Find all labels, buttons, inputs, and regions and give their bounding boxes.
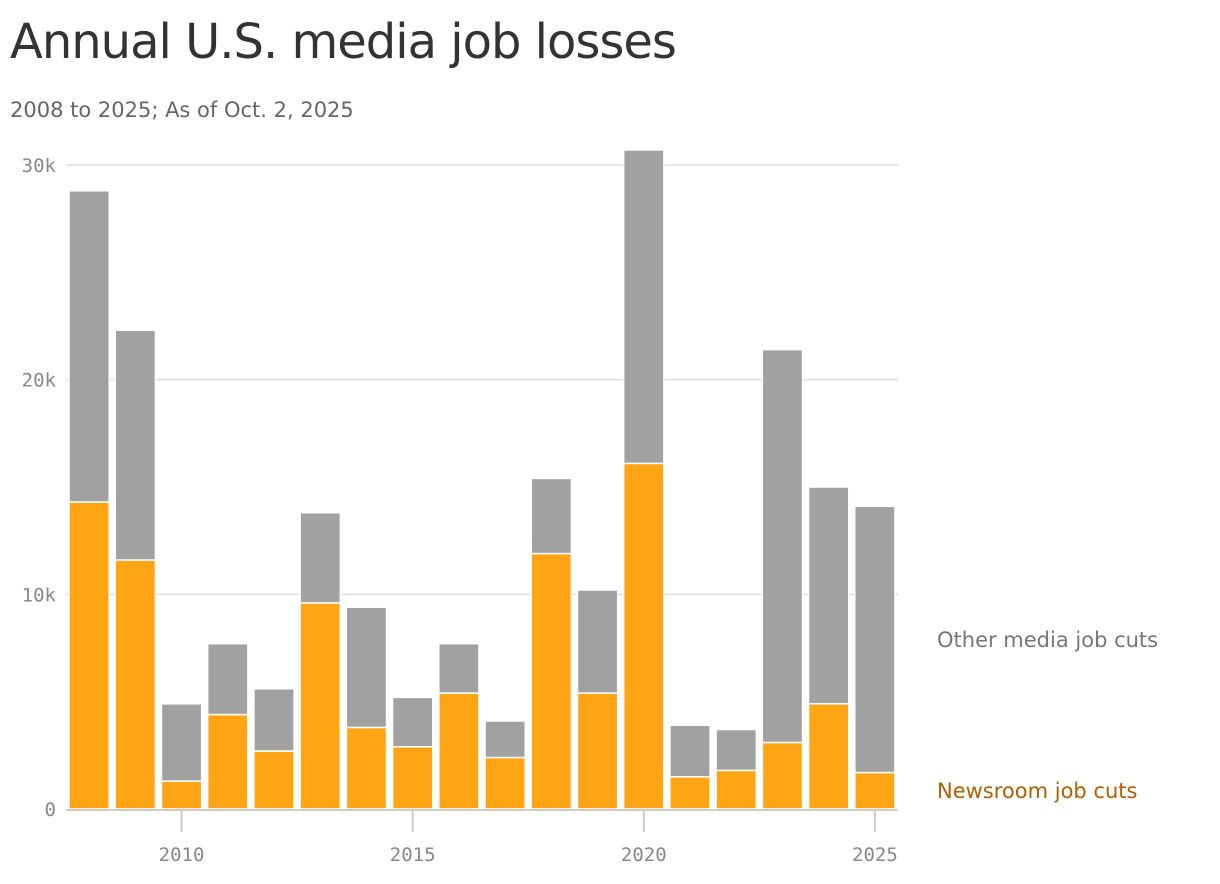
bar-segment: [114, 559, 157, 810]
bar-segment: [669, 776, 711, 810]
bar-segment: [345, 726, 388, 810]
bar-segment: [622, 462, 665, 810]
bar-segment: [715, 769, 758, 810]
bar-segment: [669, 724, 711, 778]
bar-segment: [530, 552, 573, 810]
bar-segment: [391, 696, 434, 748]
legend: Newsroom job cuts Other media job cuts: [937, 628, 1158, 803]
bar-segment: [530, 477, 573, 555]
x-tick-label: 2025: [852, 844, 898, 866]
bar-segment: [68, 190, 110, 503]
y-tick-label: 20k: [22, 370, 57, 392]
y-tick-label: 30k: [22, 155, 57, 177]
bar-segment: [160, 780, 203, 810]
x-tick-label: 2020: [621, 844, 667, 866]
bar-segment: [299, 512, 342, 604]
series-other: [68, 149, 896, 782]
bar-segment: [114, 329, 157, 561]
bar-segment: [807, 486, 850, 705]
bar-segment: [576, 692, 619, 810]
bar-segment: [299, 602, 342, 810]
bar-segment: [438, 642, 480, 694]
bar-segment: [576, 589, 619, 694]
bar-segment: [206, 713, 249, 810]
bar-segment: [854, 771, 896, 810]
x-tick-label: 2010: [159, 844, 205, 866]
bar-segment: [391, 745, 434, 810]
bars: [68, 149, 896, 810]
bar-segment: [438, 692, 480, 810]
legend-newsroom-job-cuts: Newsroom job cuts: [937, 779, 1137, 803]
bar-segment: [622, 149, 665, 465]
bar-segment: [206, 642, 249, 716]
chart-subtitle: 2008 to 2025; As of Oct. 2, 2025: [10, 98, 354, 122]
axes: 0 10k 20k 30k 2010 2015 2020 2025: [22, 155, 898, 866]
gridlines: [66, 164, 898, 596]
bar-segment: [854, 505, 896, 774]
bar-segment: [715, 728, 758, 772]
legend-other-media-job-cuts: Other media job cuts: [937, 628, 1158, 652]
bar-segment: [253, 750, 295, 810]
bar-segment: [68, 501, 110, 810]
bar-segment: [761, 348, 804, 744]
bar-segment: [807, 703, 850, 810]
chart-title: Annual U.S. media job losses: [10, 14, 677, 70]
bar-segment: [761, 741, 804, 810]
bar-segment: [484, 720, 526, 759]
x-tick-label: 2015: [390, 844, 436, 866]
bar-segment: [253, 688, 295, 752]
bar-segment: [484, 756, 526, 810]
y-tick-label: 0: [45, 799, 56, 821]
bar-segment: [345, 606, 388, 729]
y-tick-label: 10k: [22, 584, 57, 606]
bar-segment: [160, 703, 203, 782]
series-newsroom: [68, 462, 896, 810]
